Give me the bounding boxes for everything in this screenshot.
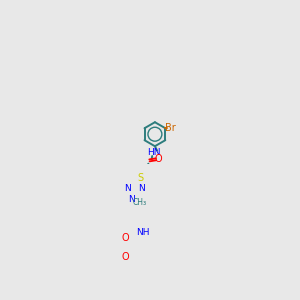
Text: O: O xyxy=(122,252,130,262)
Text: HN: HN xyxy=(147,148,160,157)
Text: N: N xyxy=(124,184,130,193)
Text: Br: Br xyxy=(165,123,176,133)
Text: N: N xyxy=(128,196,134,205)
Text: O: O xyxy=(155,154,163,164)
Text: CH₃: CH₃ xyxy=(133,198,147,207)
Text: NH: NH xyxy=(136,228,149,237)
Text: O: O xyxy=(122,233,130,243)
Text: S: S xyxy=(138,173,144,183)
Text: N: N xyxy=(138,184,145,193)
